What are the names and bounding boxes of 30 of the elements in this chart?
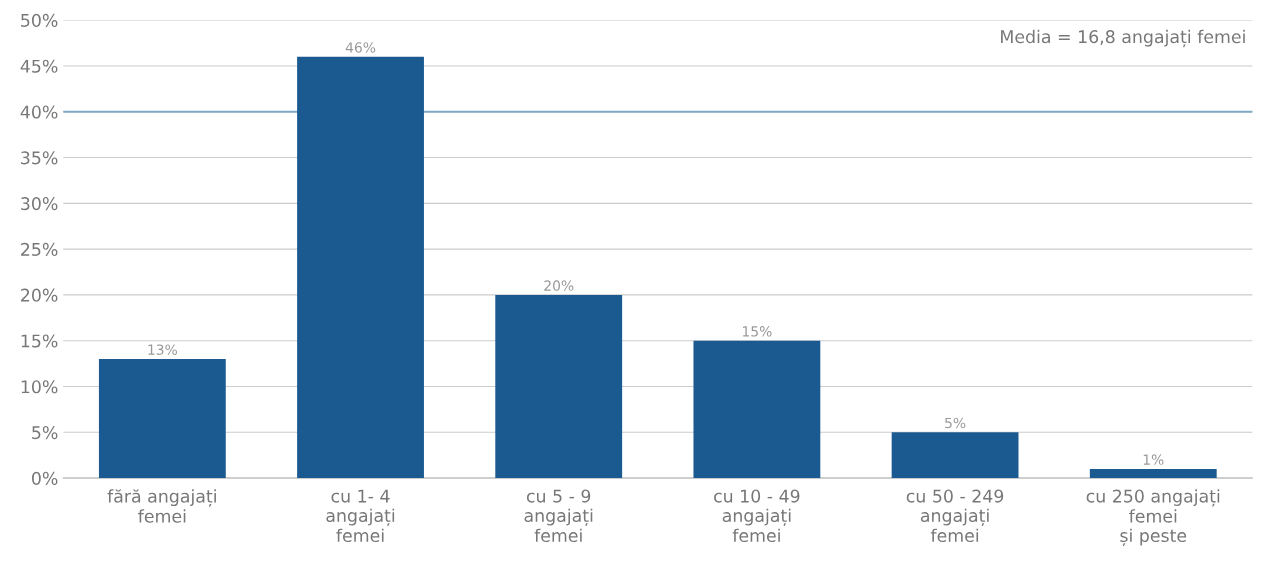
data-label: 15%	[742, 326, 772, 337]
y-tick-label: 15%	[21, 334, 58, 348]
x-tick-label: cu 50 - 249 angajați femei	[906, 489, 1004, 543]
y-tick-label: 20%	[21, 288, 58, 302]
y-tick-label: 0%	[31, 471, 58, 485]
bar	[1089, 468, 1217, 479]
y-tick-label: 25%	[21, 242, 58, 256]
data-label: 5%	[945, 417, 966, 429]
data-label: 1%	[1143, 454, 1164, 465]
bar	[693, 340, 821, 479]
data-label: 13%	[148, 344, 178, 355]
x-tick-label: cu 1- 4 angajați femei	[326, 489, 395, 543]
y-tick-label: 50%	[21, 13, 58, 27]
x-tick-label: fără angajați femei	[107, 489, 216, 523]
bar	[495, 294, 623, 479]
y-tick-label: 35%	[21, 151, 58, 165]
x-tick-label: cu 5 - 9 angajați femei	[524, 489, 593, 543]
data-label: 46%	[345, 42, 376, 53]
x-tick-label: cu 10 - 49 angajați femei	[714, 489, 800, 543]
y-tick-label: 5%	[32, 426, 58, 440]
y-tick-label: 40%	[20, 105, 58, 119]
bar	[297, 56, 424, 479]
x-tick-label: cu 250 angajați femei și peste	[1086, 489, 1220, 546]
y-tick-label: 10%	[21, 380, 58, 394]
bar	[891, 432, 1019, 479]
annotation: Media = 16,8 angajați femei	[1001, 29, 1245, 48]
bar	[98, 359, 226, 479]
y-tick-label: 45%	[20, 59, 58, 73]
data-label: 20%	[544, 280, 574, 291]
y-tick-label: 30%	[21, 197, 58, 211]
